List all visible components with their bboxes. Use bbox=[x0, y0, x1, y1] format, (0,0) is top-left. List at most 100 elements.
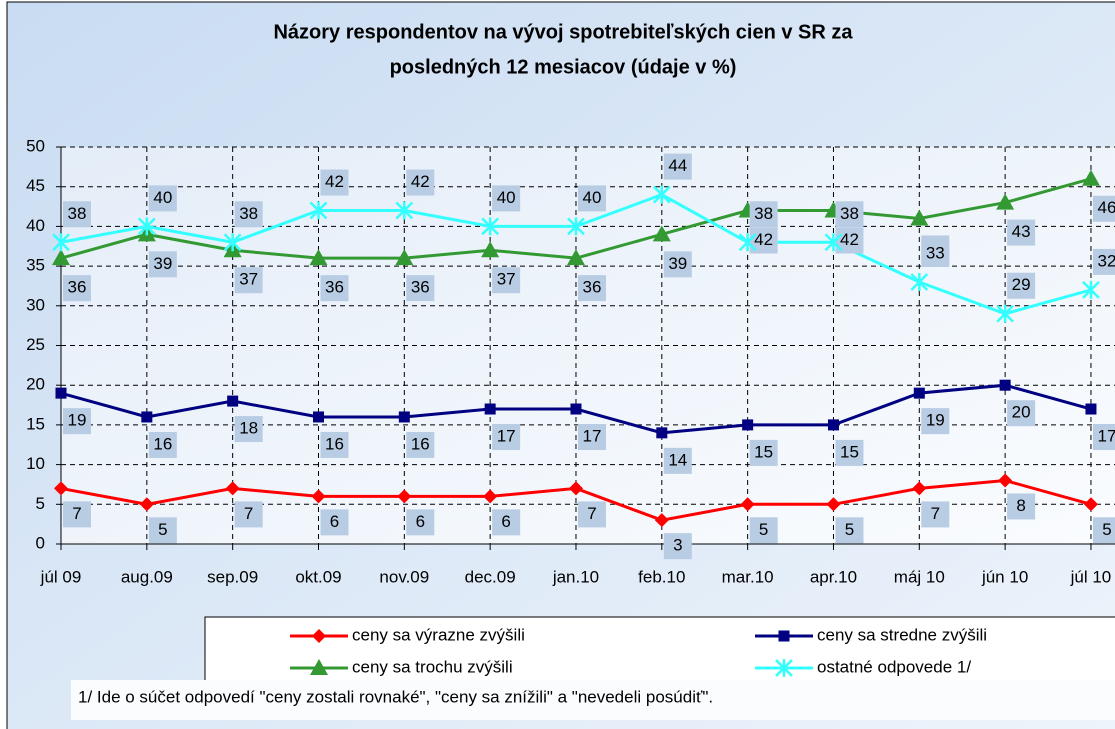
data-label-box bbox=[835, 201, 864, 228]
marker bbox=[309, 249, 328, 266]
data-label: 5 bbox=[1102, 520, 1111, 539]
marker bbox=[996, 193, 1015, 210]
footnote-box bbox=[71, 680, 1115, 720]
data-label-box bbox=[1007, 272, 1036, 299]
data-label-box bbox=[663, 533, 692, 560]
data-label-box bbox=[148, 185, 177, 212]
data-label: 36 bbox=[325, 278, 344, 297]
marker bbox=[137, 217, 156, 236]
data-label-box bbox=[492, 267, 521, 294]
data-label: 38 bbox=[68, 204, 87, 223]
marker bbox=[998, 473, 1013, 488]
data-label-box bbox=[1092, 517, 1115, 544]
marker bbox=[141, 411, 153, 423]
data-label-box bbox=[921, 240, 950, 267]
marker bbox=[484, 403, 496, 415]
marker bbox=[398, 411, 410, 423]
data-label-box bbox=[835, 439, 864, 466]
data-label-box bbox=[749, 439, 778, 466]
data-label: 44 bbox=[668, 156, 687, 175]
data-label-box bbox=[577, 424, 606, 451]
legend-label: ceny sa stredne zvýšili bbox=[817, 625, 987, 644]
data-label-box bbox=[234, 416, 263, 443]
marker bbox=[570, 403, 582, 415]
data-label-box bbox=[663, 153, 692, 180]
data-label: 43 bbox=[1012, 222, 1031, 241]
data-label-box bbox=[1007, 219, 1036, 246]
data-label-box bbox=[320, 275, 349, 302]
legend-label: ostatné odpovede 1/ bbox=[817, 657, 971, 676]
y-tick-label: 0 bbox=[36, 533, 45, 552]
marker bbox=[740, 497, 755, 512]
x-tick-label: jan.10 bbox=[552, 567, 599, 586]
marker bbox=[999, 379, 1011, 391]
data-label-box bbox=[1092, 195, 1115, 222]
data-label-box bbox=[320, 509, 349, 536]
data-label-box bbox=[320, 169, 349, 196]
data-label: 15 bbox=[754, 442, 773, 461]
marker bbox=[775, 659, 793, 677]
marker bbox=[139, 497, 154, 512]
data-label: 29 bbox=[1012, 275, 1031, 294]
data-label: 42 bbox=[325, 172, 344, 191]
x-tick-label: apr.10 bbox=[810, 567, 857, 586]
data-label: 6 bbox=[330, 512, 339, 531]
data-label: 36 bbox=[411, 278, 430, 297]
data-label: 7 bbox=[72, 504, 81, 523]
marker bbox=[54, 481, 68, 496]
data-label-box bbox=[406, 431, 435, 458]
data-label: 42 bbox=[754, 230, 773, 249]
data-label: 17 bbox=[583, 427, 602, 446]
data-label: 32 bbox=[1097, 251, 1115, 270]
x-tick-label: dec.09 bbox=[465, 567, 516, 586]
marker bbox=[1085, 403, 1097, 415]
x-tick-label: feb.10 bbox=[638, 567, 685, 586]
data-label-box bbox=[492, 509, 521, 536]
data-label: 16 bbox=[153, 434, 172, 453]
marker bbox=[910, 209, 929, 226]
data-label: 7 bbox=[587, 504, 596, 523]
y-tick-label: 15 bbox=[26, 414, 45, 433]
chart-title: posledných 12 mesiacov (údaje v %) bbox=[390, 56, 737, 78]
marker bbox=[912, 481, 927, 496]
data-label: 33 bbox=[926, 243, 945, 262]
y-tick-label: 20 bbox=[26, 375, 45, 394]
marker bbox=[52, 249, 70, 266]
marker bbox=[483, 489, 498, 504]
data-label: 17 bbox=[1097, 427, 1115, 446]
data-label: 7 bbox=[931, 504, 940, 523]
x-tick-label: okt.09 bbox=[295, 567, 341, 586]
x-tick-label: júl 10 bbox=[1070, 567, 1112, 586]
marker bbox=[826, 497, 841, 512]
data-label: 16 bbox=[411, 434, 430, 453]
data-label: 5 bbox=[845, 520, 854, 539]
marker bbox=[824, 233, 843, 252]
data-label: 16 bbox=[325, 434, 344, 453]
data-label-box bbox=[234, 201, 263, 228]
y-tick-label: 50 bbox=[26, 136, 45, 155]
marker bbox=[654, 513, 669, 528]
marker bbox=[310, 659, 328, 675]
data-label-box bbox=[577, 275, 606, 302]
data-label: 19 bbox=[926, 411, 945, 430]
data-label: 18 bbox=[239, 419, 258, 438]
data-label-box bbox=[148, 517, 177, 544]
marker bbox=[1082, 280, 1100, 299]
data-label: 40 bbox=[153, 188, 172, 207]
data-label: 7 bbox=[244, 504, 253, 523]
marker bbox=[656, 427, 668, 439]
marker bbox=[223, 233, 242, 252]
x-tick-label: júl 09 bbox=[40, 567, 82, 586]
marker bbox=[395, 249, 414, 266]
marker bbox=[397, 489, 412, 504]
y-tick-label: 45 bbox=[26, 176, 45, 195]
data-label-box bbox=[63, 408, 91, 435]
marker bbox=[225, 481, 240, 496]
x-tick-label: nov.09 bbox=[379, 567, 429, 586]
marker bbox=[568, 481, 583, 496]
data-label: 36 bbox=[583, 278, 602, 297]
data-label-box bbox=[63, 201, 91, 228]
data-label-box bbox=[921, 501, 950, 528]
